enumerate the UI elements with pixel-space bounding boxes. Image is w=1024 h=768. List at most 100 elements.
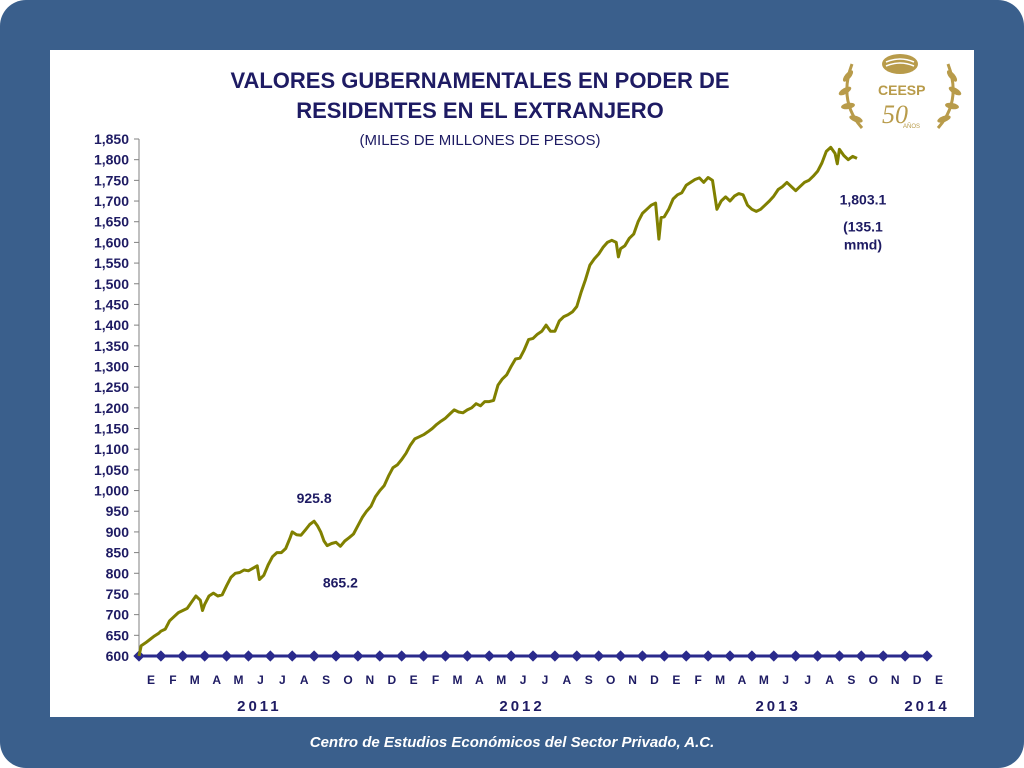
x-month-label: A [738, 673, 747, 687]
x-axis-marker [899, 650, 911, 662]
y-tick-label: 1,250 [94, 379, 129, 395]
x-month-label: M [234, 673, 244, 687]
x-month-label: A [825, 673, 834, 687]
x-axis-marker [286, 650, 298, 662]
chart-title: VALORES GUBERNAMENTALES EN PODER DE RESI… [130, 66, 830, 126]
x-axis-marker [527, 650, 539, 662]
x-month-label: F [695, 673, 702, 687]
x-axis-marker [702, 650, 714, 662]
x-axis-marker [352, 650, 364, 662]
y-tick-label: 850 [106, 545, 130, 561]
x-month-label: J [279, 673, 286, 687]
x-axis-marker [746, 650, 758, 662]
x-month-label: E [410, 673, 418, 687]
x-month-label: O [343, 673, 352, 687]
x-year-label: 2011 [237, 698, 282, 715]
x-axis-marker [571, 650, 583, 662]
x-axis-marker [790, 650, 802, 662]
y-tick-label: 1,350 [94, 338, 129, 354]
y-tick-label: 1,400 [94, 317, 129, 333]
y-tick-label: 1,550 [94, 255, 129, 271]
x-axis-marker [505, 650, 517, 662]
x-axis-marker [396, 650, 408, 662]
x-axis-marker [439, 650, 452, 662]
x-axis-marker [658, 650, 670, 662]
x-month-label: N [628, 673, 637, 687]
x-axis-marker [877, 650, 889, 662]
x-axis-marker [330, 650, 342, 662]
x-month-label: O [869, 673, 878, 687]
x-month-label: S [322, 673, 330, 687]
x-axis-marker [811, 650, 824, 662]
x-axis-marker [549, 650, 561, 662]
y-tick-label: 1,150 [94, 421, 129, 437]
y-tick-label: 1,500 [94, 276, 129, 292]
y-tick-label: 600 [106, 648, 130, 664]
x-month-label: M [452, 673, 462, 687]
x-axis-marker [636, 650, 649, 662]
x-month-label: D [913, 673, 922, 687]
y-tick-label: 700 [106, 607, 130, 623]
data-annotation: 1,803.1 [840, 191, 887, 207]
x-month-label: J [782, 673, 789, 687]
x-axis-marker [768, 650, 780, 662]
x-month-label: J [257, 673, 264, 687]
x-axis-marker [921, 650, 933, 662]
data-annotation: 925.8 [297, 490, 332, 506]
x-month-label: A [300, 673, 309, 687]
logo-name: CEESP [878, 82, 926, 98]
x-month-label: A [563, 673, 572, 687]
x-month-label: M [190, 673, 200, 687]
x-axis-marker [680, 650, 692, 662]
footer-source: Centro de Estudios Económicos del Sector… [309, 734, 715, 751]
x-month-label: E [935, 673, 943, 687]
logo-anos: AÑOS [903, 124, 921, 130]
x-month-label: N [891, 673, 900, 687]
y-tick-label: 1,800 [94, 152, 129, 168]
x-month-label: M [759, 673, 769, 687]
x-axis-marker [593, 650, 605, 662]
chart-subtitle: (MILES DE MILLONES DE PESOS) [359, 132, 601, 149]
y-tick-label: 1,700 [94, 193, 129, 209]
title-line-1: VALORES GUBERNAMENTALES EN PODER DE [230, 68, 730, 93]
x-year-label: 2014 [904, 698, 949, 715]
x-month-label: F [169, 673, 176, 687]
x-month-label: N [366, 673, 375, 687]
x-axis-marker [461, 650, 473, 662]
x-month-label: J [542, 673, 549, 687]
x-axis-marker [308, 650, 320, 662]
x-axis-marker [177, 650, 189, 662]
x-month-label: O [606, 673, 615, 687]
data-annotation: (135.1 [843, 218, 883, 234]
y-tick-label: 1,200 [94, 400, 129, 416]
y-tick-label: 750 [106, 586, 130, 602]
y-tick-label: 1,100 [94, 441, 129, 457]
x-axis-marker [242, 650, 255, 662]
data-annotation: mmd) [844, 236, 882, 252]
x-month-label: J [804, 673, 811, 687]
y-tick-label: 1,300 [94, 358, 129, 374]
x-month-label: J [520, 673, 527, 687]
y-tick-label: 1,050 [94, 462, 129, 478]
x-axis-marker [264, 650, 276, 662]
y-tick-label: 800 [106, 565, 130, 581]
x-axis-marker [417, 650, 430, 662]
x-axis-marker [855, 650, 867, 662]
ceesp-laurel-logo-icon [838, 54, 962, 129]
y-tick-label: 1,750 [94, 172, 129, 188]
x-axis-marker [374, 650, 386, 662]
x-month-label: S [585, 673, 593, 687]
y-tick-label: 1,850 [94, 131, 129, 147]
y-tick-label: 950 [106, 503, 130, 519]
x-axis-marker [199, 650, 211, 662]
title-line-2: RESIDENTES EN EL EXTRANJERO [296, 98, 664, 123]
series-line-0 [137, 145, 858, 657]
x-month-label: M [496, 673, 506, 687]
data-annotation: 865.2 [323, 574, 358, 590]
x-axis-marker [220, 650, 233, 662]
logo-anniversary: 50 [882, 100, 908, 129]
x-month-label: A [212, 673, 221, 687]
x-month-label: D [387, 673, 396, 687]
